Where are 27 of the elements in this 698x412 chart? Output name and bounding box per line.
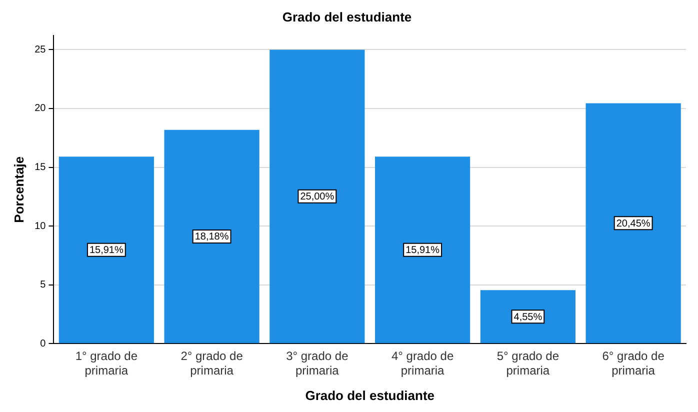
bar <box>586 103 681 344</box>
x-axis-title: Grado del estudiante <box>305 388 435 403</box>
chart-title: Grado del estudiante <box>282 9 412 24</box>
bar <box>270 50 365 344</box>
bar <box>375 156 470 344</box>
x-tick-label: 2° grado de primaria <box>180 349 244 378</box>
y-axis-title: Porcentaje <box>11 156 26 223</box>
y-tick-label: 10 <box>34 220 46 232</box>
x-tick-label: 1° grado de primaria <box>75 349 138 378</box>
y-tick-label: 15 <box>34 162 46 174</box>
y-tick-label: 5 <box>40 280 46 291</box>
data-label: 15,91% <box>406 245 440 256</box>
x-tick-label: 3° grado de primaria <box>286 349 349 378</box>
y-tick-label: 20 <box>34 103 46 114</box>
data-label: 18,18% <box>194 232 229 243</box>
y-tick-label: 25 <box>34 44 46 56</box>
data-label: 20,45% <box>616 218 650 230</box>
bar <box>480 290 576 344</box>
data-label: 4,55% <box>514 312 542 323</box>
bar <box>58 156 154 344</box>
data-label: 25,00% <box>300 192 334 203</box>
x-tick-label: 5° grado de primaria <box>496 349 560 378</box>
bar <box>164 130 260 344</box>
y-tick-label: 0 <box>40 338 46 350</box>
x-tick-label: 6° grado de primaria <box>602 349 665 378</box>
x-tick-label: 4° grado de primaria <box>391 349 454 378</box>
data-label: 15,91% <box>89 245 124 256</box>
